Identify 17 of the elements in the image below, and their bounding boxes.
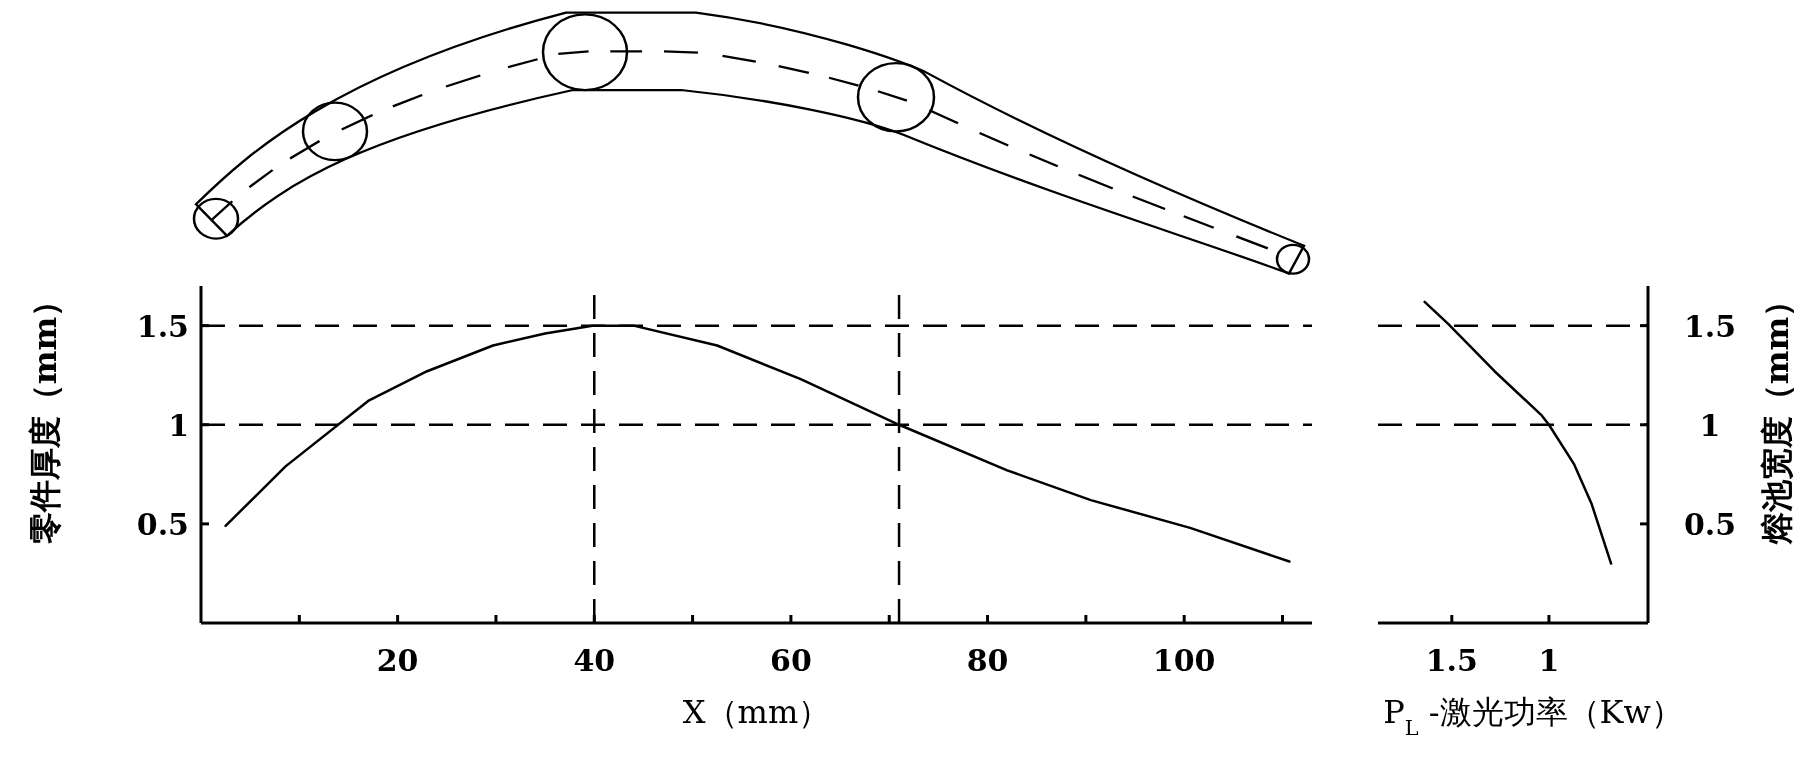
y-axis-title: 零件厚度（mm） (26, 284, 64, 545)
y-tick-label: 1.5 (136, 308, 189, 344)
x-axis-title: P$_{L}$-激光功率（Kw） (1383, 693, 1683, 740)
x-tick-label: 100 (1152, 643, 1216, 678)
y-tick-label: 1 (1699, 407, 1721, 443)
y-axis-title: 熔池宽度（mm） (1758, 284, 1796, 546)
x-tick-label: 1 (1538, 643, 1560, 678)
y-tick-label: 0.5 (136, 506, 189, 542)
x-axis-title: X（mm） (682, 693, 831, 731)
y-tick-label: 0.5 (1683, 506, 1737, 542)
x-tick-label: 80 (966, 643, 1009, 678)
x-tick-label: 60 (770, 643, 812, 678)
x-tick-label: 40 (573, 643, 616, 678)
x-tick-label: 1.5 (1425, 643, 1478, 678)
y-tick-label: 1 (168, 407, 189, 443)
y-tick-label: 1.5 (1683, 308, 1737, 344)
x-tick-label: 20 (376, 643, 419, 678)
